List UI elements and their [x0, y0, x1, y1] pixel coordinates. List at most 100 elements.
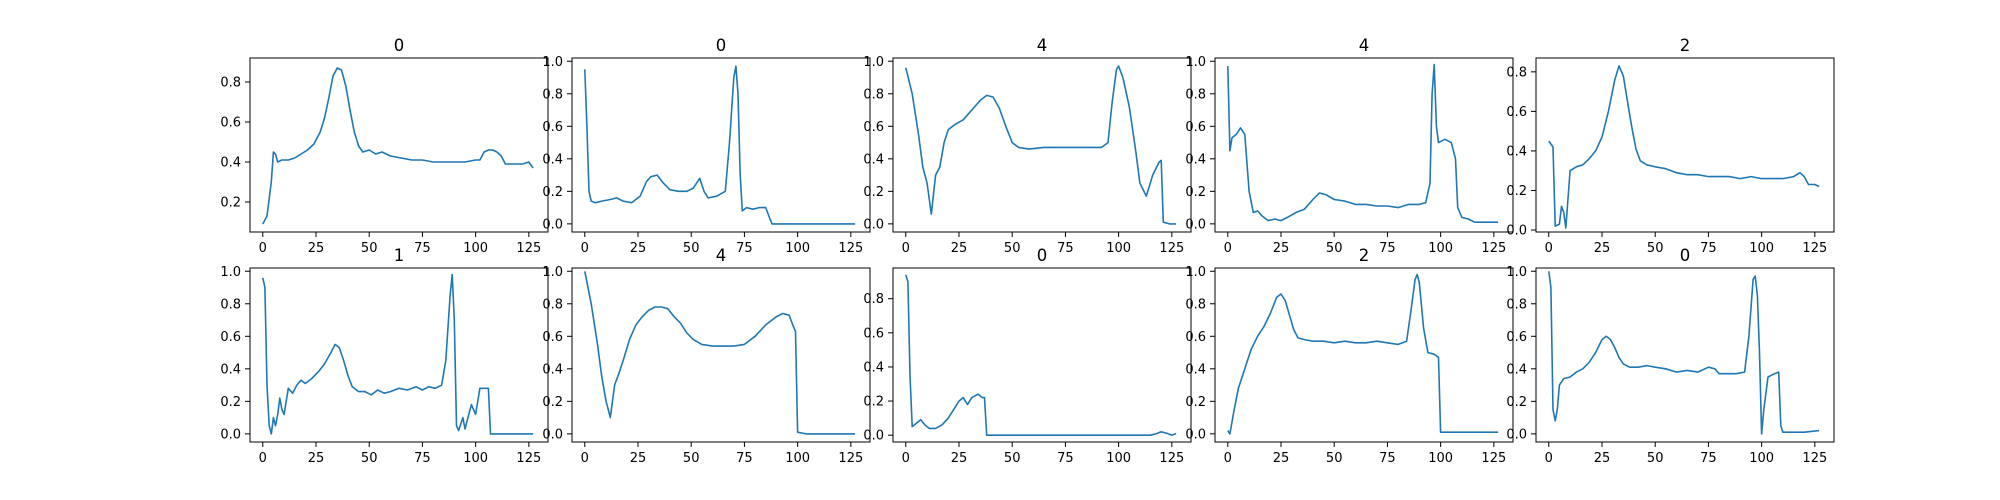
- subplot-title: 1: [394, 246, 405, 265]
- x-tick-label: 100: [463, 451, 488, 466]
- y-tick-label: 0.4: [220, 362, 241, 377]
- y-tick-label: 0.2: [863, 185, 884, 200]
- x-tick-label: 25: [630, 241, 647, 256]
- subplot-7: 0 25 50 75 100 125 0.0 0.2 0.4 0.6 0.8 1.0 4: [542, 246, 871, 466]
- series-line: [905, 65, 1177, 225]
- axes-frame: [571, 57, 871, 233]
- x-tick-label: 50: [361, 451, 378, 466]
- y-tick-label: 0.0: [220, 427, 241, 442]
- y-tick-label: 0.6: [542, 120, 563, 135]
- y-tick-label: 0.2: [542, 395, 563, 410]
- y-tick-label: 0.4: [542, 362, 563, 377]
- x-tick-label: 125: [516, 451, 541, 466]
- axes-frame: [1214, 57, 1514, 233]
- y-tick-label: 0.0: [1506, 224, 1527, 239]
- subplot-5: 0 25 50 75 100 125 0.0 0.2 0.4 0.6 0.8 2: [1506, 36, 1835, 256]
- subplot-title: 0: [1680, 246, 1691, 265]
- x-tick-label: 125: [838, 451, 863, 466]
- y-tick-label: 0.0: [1185, 427, 1206, 442]
- x-tick-label: 75: [414, 241, 431, 256]
- x-tick-label: 125: [1159, 451, 1184, 466]
- y-tick-label: 0.2: [542, 185, 563, 200]
- y-tick-label: 0.6: [1506, 105, 1527, 120]
- x-tick-label: 100: [785, 451, 810, 466]
- x-tick-label: 50: [683, 241, 700, 256]
- x-tick-label: 125: [1481, 241, 1506, 256]
- axes-frame: [892, 57, 1192, 233]
- series-line: [905, 274, 1177, 436]
- y-tick-label: 0.6: [220, 116, 241, 131]
- series-line: [584, 271, 856, 435]
- y-tick-label: 0.0: [863, 217, 884, 232]
- y-tick-label: 0.6: [220, 330, 241, 345]
- x-tick-label: 50: [1004, 241, 1021, 256]
- x-tick-label: 0: [1545, 451, 1553, 466]
- subplot-title: 2: [1680, 36, 1691, 55]
- subplot-title: 0: [716, 36, 727, 55]
- series-line: [584, 65, 856, 225]
- y-tick-label: 0.4: [1185, 152, 1206, 167]
- x-tick-label: 25: [308, 451, 325, 466]
- y-tick-label: 0.4: [220, 156, 241, 171]
- x-tick-label: 75: [1057, 451, 1074, 466]
- x-tick-label: 25: [1594, 451, 1611, 466]
- y-tick-label: 0.4: [542, 152, 563, 167]
- x-tick-label: 50: [1004, 451, 1021, 466]
- x-tick-label: 75: [1700, 451, 1717, 466]
- x-tick-label: 25: [1273, 451, 1290, 466]
- subplot-title: 4: [716, 246, 727, 265]
- series-line: [1548, 271, 1820, 435]
- axes-frame: [571, 267, 871, 443]
- y-tick-label: 1.0: [1185, 55, 1206, 70]
- subplot-8: 0 25 50 75 100 125 0.0 0.2 0.4 0.6 0.8 0: [863, 246, 1192, 466]
- axes-frame: [249, 57, 549, 233]
- y-tick-label: 0.2: [220, 395, 241, 410]
- y-tick-label: 0.6: [863, 120, 884, 135]
- y-tick-label: 1.0: [542, 55, 563, 70]
- x-tick-label: 0: [581, 241, 589, 256]
- series-line: [262, 67, 534, 225]
- x-tick-label: 75: [736, 451, 753, 466]
- x-tick-label: 25: [951, 451, 968, 466]
- y-tick-label: 0.4: [1185, 362, 1206, 377]
- x-tick-label: 75: [1057, 241, 1074, 256]
- x-tick-label: 100: [1106, 451, 1131, 466]
- y-tick-label: 1.0: [542, 265, 563, 280]
- y-tick-label: 0.2: [863, 395, 884, 410]
- x-tick-label: 25: [951, 241, 968, 256]
- x-tick-label: 25: [1273, 241, 1290, 256]
- y-tick-label: 0.8: [220, 76, 241, 91]
- x-tick-label: 50: [1647, 451, 1664, 466]
- x-tick-label: 0: [1224, 241, 1232, 256]
- y-tick-label: 0.8: [220, 297, 241, 312]
- series-line: [1548, 65, 1820, 229]
- series-line: [1227, 273, 1499, 435]
- x-tick-label: 100: [1428, 241, 1453, 256]
- x-tick-label: 125: [1159, 241, 1184, 256]
- x-tick-label: 0: [902, 241, 910, 256]
- axes-frame: [1535, 267, 1835, 443]
- x-tick-label: 75: [736, 241, 753, 256]
- x-tick-label: 0: [581, 451, 589, 466]
- subplot-title: 4: [1359, 36, 1370, 55]
- y-tick-label: 0.2: [1185, 395, 1206, 410]
- x-tick-label: 125: [1802, 451, 1827, 466]
- axes-frame: [892, 267, 1192, 443]
- x-tick-label: 0: [1545, 241, 1553, 256]
- y-tick-label: 0.6: [1185, 120, 1206, 135]
- x-tick-label: 50: [1647, 241, 1664, 256]
- x-tick-label: 25: [630, 451, 647, 466]
- y-tick-label: 0.6: [863, 326, 884, 341]
- x-tick-label: 25: [308, 241, 325, 256]
- x-tick-label: 100: [1428, 451, 1453, 466]
- axes-frame: [249, 267, 549, 443]
- y-tick-label: 0.2: [1506, 395, 1527, 410]
- x-tick-label: 0: [902, 451, 910, 466]
- x-tick-label: 100: [1749, 241, 1774, 256]
- x-tick-label: 100: [785, 241, 810, 256]
- x-tick-label: 0: [1224, 451, 1232, 466]
- y-tick-label: 0.2: [220, 196, 241, 211]
- x-tick-label: 125: [1481, 451, 1506, 466]
- y-tick-label: 0.8: [863, 87, 884, 102]
- y-tick-label: 0.8: [1506, 297, 1527, 312]
